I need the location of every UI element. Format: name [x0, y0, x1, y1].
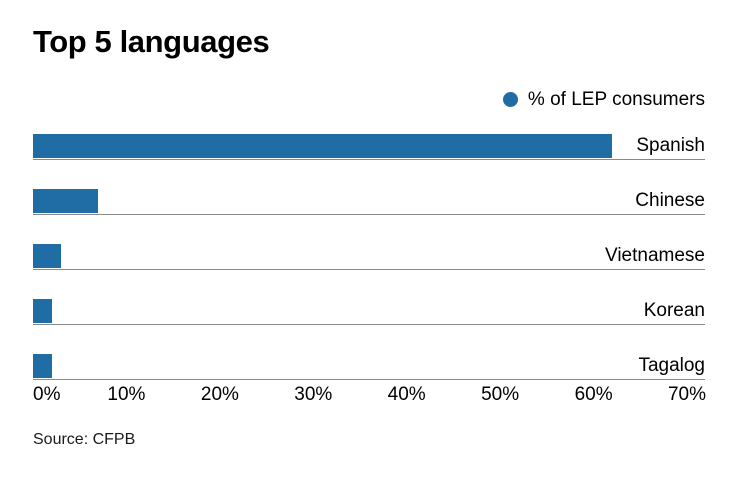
- category-label: Korean: [643, 300, 705, 321]
- x-axis-tick-label: 30%: [294, 384, 333, 405]
- x-axis-tick-label: 20%: [200, 384, 239, 405]
- category-label: Vietnamese: [605, 245, 705, 266]
- category-label: Spanish: [636, 135, 705, 156]
- chart-title: Top 5 languages: [33, 24, 270, 59]
- legend-dot-icon: [502, 92, 518, 107]
- x-axis: 0% 10% 20% 30% 40% 50% 60% 70%: [33, 384, 707, 409]
- legend: % of LEP consumers: [502, 89, 705, 110]
- legend-label: % of LEP consumers: [527, 89, 705, 110]
- bar-chart-plot-area: Spanish Chinese Vietnamese Korean Tagalog: [33, 105, 705, 380]
- x-axis-tick-label: 60%: [574, 384, 613, 405]
- x-axis-tick-label: 50%: [481, 384, 520, 405]
- chart-row-korean: Korean: [33, 270, 705, 325]
- chart-row-chinese: Chinese: [33, 160, 705, 215]
- x-axis-tick-label: 0%: [33, 384, 61, 405]
- chart-row-vietnamese: Vietnamese: [33, 215, 705, 270]
- source-note: Source: CFPB: [33, 431, 136, 448]
- chart-row-tagalog: Tagalog: [33, 325, 705, 380]
- category-label: Tagalog: [638, 355, 705, 376]
- bar-tagalog: [33, 354, 52, 378]
- x-axis-tick-label: 40%: [387, 384, 426, 405]
- bar-korean: [33, 299, 52, 323]
- bar-spanish: [33, 134, 613, 158]
- chart-row-spanish: Spanish: [33, 105, 705, 160]
- category-label: Chinese: [635, 190, 705, 211]
- bar-chinese: [33, 189, 99, 213]
- x-axis-tick-label: 10%: [107, 384, 146, 405]
- bar-vietnamese: [33, 244, 61, 268]
- x-axis-tick-label: 70%: [667, 384, 707, 405]
